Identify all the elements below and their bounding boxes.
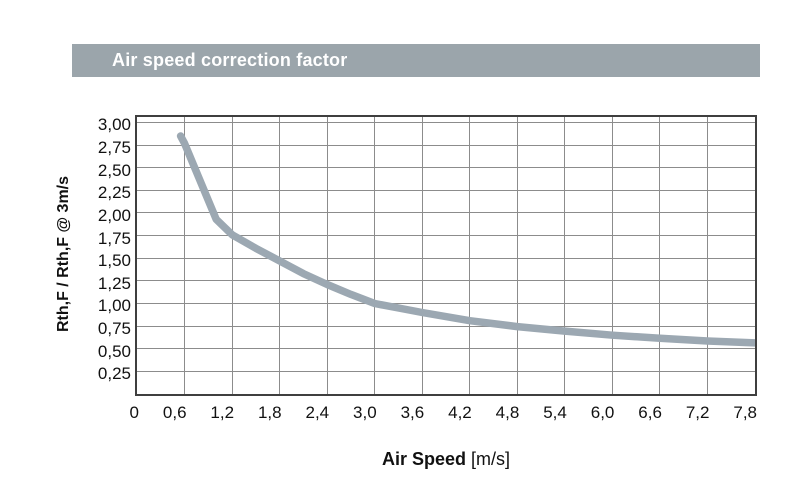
x-tick-label: 7,8 [733,403,757,422]
correction-factor-curve [176,132,755,347]
gridline-vertical [564,117,566,394]
x-tick-label: 2,4 [305,403,330,422]
gridline-horizontal [137,370,755,372]
y-tick-label: 2,50 [97,160,131,180]
x-tick-label: 0,6 [162,403,187,422]
gridline-horizontal [137,167,755,169]
gridline-vertical [469,117,471,394]
x-tick-label: 3,6 [400,403,425,422]
y-tick-label: 1,75 [97,228,131,248]
y-axis-title: Rth,F / Rth,F @ 3m/s [55,175,72,333]
chart-title-bar: Air speed correction factor [72,44,760,77]
gridline-horizontal [137,235,755,237]
x-tick-label: 7,2 [685,403,710,422]
y-tick-label: 0,75 [97,319,131,339]
gridline-horizontal [137,280,755,282]
y-tick-label: 2,75 [97,138,131,158]
gridline-horizontal [137,121,755,123]
y-tick-label: 1,50 [97,251,131,271]
y-tick-label: 2,00 [97,205,131,225]
curve-svg [176,132,755,347]
x-tick-label: 0 [129,403,139,422]
y-tick-label: 1,25 [97,273,131,293]
gridline-vertical [421,117,423,394]
y-tick-label: 1,00 [97,296,131,316]
x-tick-label: 6,6 [638,403,662,422]
gridline-vertical [231,117,233,394]
gridline-vertical [374,117,376,394]
x-axis-title-unit: [m/s] [466,449,511,469]
plot-area [135,115,757,396]
gridline-horizontal [137,302,755,304]
y-tick-label: 0,25 [97,364,131,384]
gridline-horizontal [137,257,755,259]
x-tick-label: 4,2 [448,403,472,422]
gridline-horizontal [137,325,755,327]
gridline-vertical [279,117,281,394]
x-axis-title-main: Air Speed [381,449,467,469]
gridline-vertical [326,117,328,394]
plot-border [135,115,757,396]
y-tick-label: 2,25 [97,183,131,203]
x-axis-title: Air Speed [m/s] [137,449,755,470]
x-tick-label: 5,4 [543,403,567,422]
gridline-vertical [659,117,661,394]
gridline-horizontal [137,189,755,191]
gridline-horizontal [137,144,755,146]
y-tick-label: 3,00 [97,115,131,135]
gridline-horizontal [137,212,755,214]
x-tick-label: 6,0 [590,403,615,422]
gridline-horizontal [137,348,755,350]
x-tick-label: 1,8 [257,403,282,422]
chart-title: Air speed correction factor [112,50,348,70]
x-tick-label: 1,2 [210,403,235,422]
y-tick-label: 0,50 [97,341,131,361]
x-tick-label: 4,8 [495,403,520,422]
gridline-vertical [516,117,518,394]
gridline-vertical [611,117,613,394]
gridline-vertical [706,117,708,394]
gridline-vertical [184,117,186,394]
x-tick-label: 3,0 [353,403,377,422]
